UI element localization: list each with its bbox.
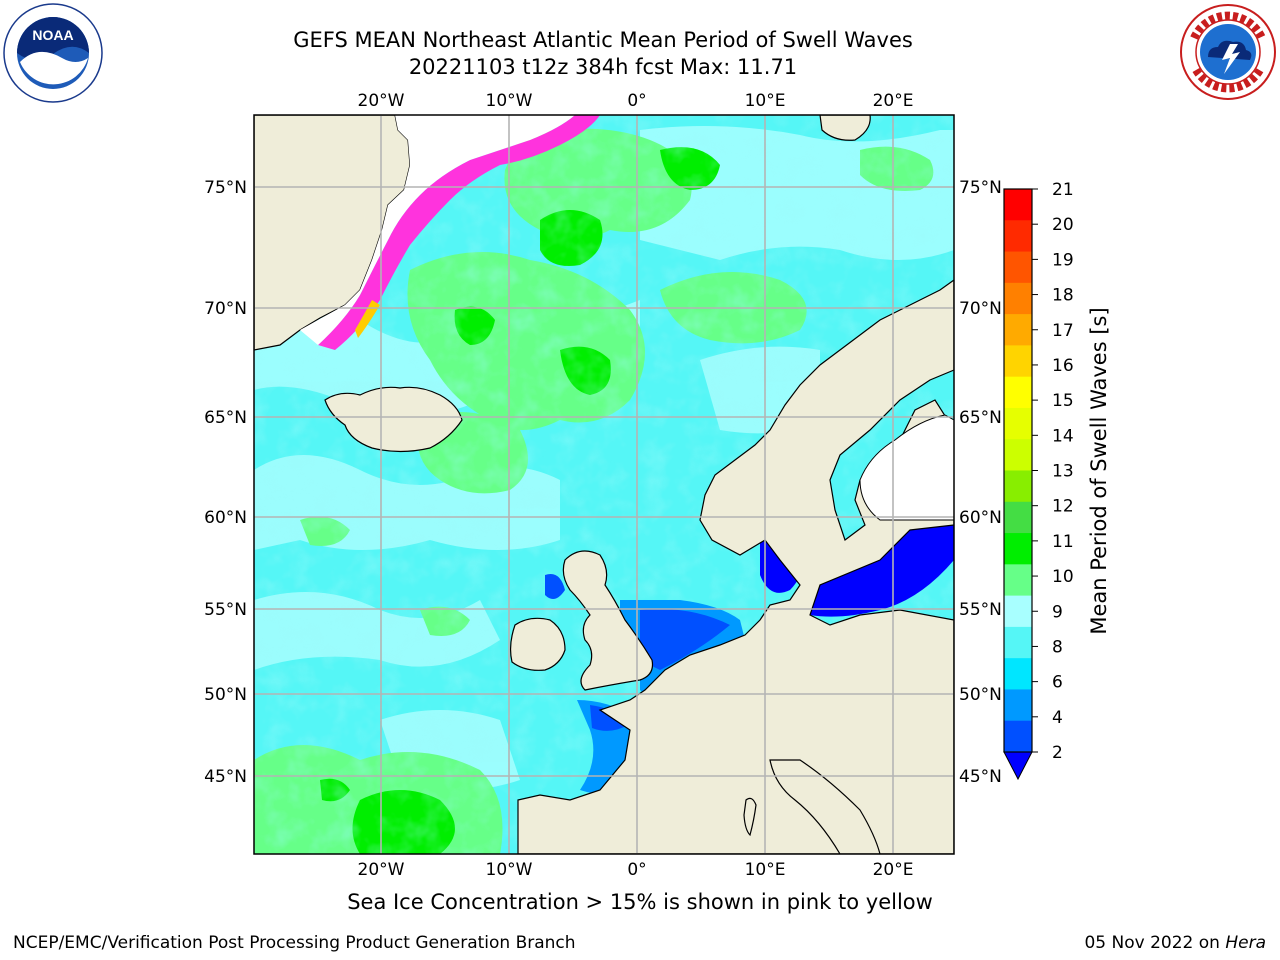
colorbar-tick-label: 14	[1052, 426, 1074, 446]
colorbar-segment	[1004, 501, 1032, 534]
host-name: Hera	[1225, 933, 1266, 953]
colorbar: 21 20 19 18 17 16 15 14 13 12 11 10 9 8 6 4 2	[1003, 180, 1074, 781]
colorbar-tick-label: 10	[1052, 567, 1074, 587]
colorbar-segment	[1004, 314, 1032, 346]
svg-text:NOAA: NOAA	[32, 27, 73, 43]
colorbar-tick-label: 20	[1052, 215, 1074, 235]
colorbar-segment	[1004, 626, 1032, 659]
lat-label: 45°N	[959, 767, 1002, 787]
colorbar-segment	[1004, 658, 1032, 690]
colorbar-tick-label: 6	[1052, 673, 1063, 693]
lat-label: 75°N	[959, 178, 1002, 198]
map-frame	[253, 114, 955, 855]
colorbar-segment	[1004, 564, 1032, 597]
colorbar-tick-label: 9	[1052, 602, 1063, 622]
colorbar-segment	[1004, 189, 1032, 221]
national-weather-service-logo-icon	[1180, 4, 1276, 100]
lat-label: 70°N	[959, 299, 1002, 319]
lon-label: 0°	[627, 860, 646, 880]
colorbar-segment	[1004, 533, 1032, 565]
issue-date: 05 Nov 2022 on Hera	[1084, 933, 1266, 953]
lon-label: 20°E	[873, 860, 914, 880]
lat-label: 60°N	[959, 508, 1002, 528]
colorbar-segment	[1004, 251, 1032, 284]
lon-label: 0°	[627, 91, 646, 111]
colorbar-segment	[1004, 376, 1032, 409]
colorbar-segment	[1004, 470, 1032, 503]
chart-subtitle: 20221103 t12z 384h fcst Max: 11.71	[408, 55, 798, 79]
gulf-of-bothnia	[859, 414, 954, 521]
colorbar-segment	[1004, 439, 1032, 471]
colorbar-tick-label: 12	[1052, 497, 1074, 517]
lat-label: 75°N	[204, 178, 247, 198]
lon-label: 20°W	[358, 860, 405, 880]
colorbar-tick-label: 4	[1052, 708, 1063, 728]
colorbar-tick-label: 17	[1052, 321, 1074, 341]
land	[254, 115, 954, 854]
colorbar-min-extend	[1003, 751, 1033, 781]
lat-label: 50°N	[204, 685, 247, 705]
sea-ice-edge	[300, 115, 600, 350]
colorbar-tick-label: 16	[1052, 356, 1074, 376]
ireland	[509, 617, 566, 671]
credit-text: NCEP/EMC/Verification Post Processing Pr…	[13, 933, 576, 953]
lat-label: 50°N	[959, 685, 1002, 705]
colorbar-segment	[1004, 720, 1032, 753]
chart-title: GEFS MEAN Northeast Atlantic Mean Period…	[293, 28, 913, 52]
svalbard	[819, 115, 871, 141]
colorbar-tick-label: 21	[1052, 180, 1074, 200]
colorbar-segment	[1004, 345, 1032, 378]
map-plot-area	[254, 115, 954, 854]
lon-label: 10°E	[745, 860, 786, 880]
colorbar-label: Mean Period of Swell Waves [s]	[1087, 307, 1111, 634]
noaa-logo-icon: NOAA	[3, 3, 103, 103]
corsica-sardinia	[743, 797, 757, 837]
colorbar-tick-label: 8	[1052, 637, 1063, 657]
colorbar-tick-label: 19	[1052, 250, 1074, 270]
lat-label: 65°N	[959, 408, 1002, 428]
left-latitude-labels: 75°N 70°N 65°N 60°N 55°N 50°N 45°N	[204, 178, 247, 787]
date-text: 05 Nov 2022 on	[1084, 933, 1226, 953]
sea-ice-caption: Sea Ice Concentration > 15% is shown in …	[347, 890, 933, 914]
lat-label: 65°N	[204, 408, 247, 428]
lon-label: 20°E	[873, 91, 914, 111]
lon-label: 10°W	[486, 91, 533, 111]
colorbar-tick-label: 2	[1052, 743, 1063, 763]
iceland	[324, 386, 463, 453]
lon-label: 20°W	[358, 91, 405, 111]
colorbar-tick-label: 11	[1052, 532, 1074, 552]
italy	[769, 759, 881, 854]
great-britain	[562, 550, 654, 691]
bottom-longitude-labels: 20°W 10°W 0° 10°E 20°E	[358, 860, 914, 880]
lat-label: 55°N	[204, 600, 247, 620]
graticule	[254, 115, 954, 854]
right-latitude-labels: 75°N 70°N 65°N 60°N 55°N 50°N 45°N	[959, 178, 1002, 787]
lat-label: 45°N	[204, 767, 247, 787]
lat-label: 55°N	[959, 600, 1002, 620]
lat-label: 70°N	[204, 299, 247, 319]
europe-mainland	[517, 279, 954, 854]
colorbar-segment	[1004, 282, 1032, 315]
colorbar-segment	[1004, 689, 1032, 722]
lon-label: 10°W	[486, 860, 533, 880]
colorbar-tick-label: 15	[1052, 391, 1074, 411]
lon-label: 10°E	[745, 91, 786, 111]
lat-label: 60°N	[204, 508, 247, 528]
colorbar-tick-label: 18	[1052, 286, 1074, 306]
top-longitude-labels: 20°W 10°W 0° 10°E 20°E	[358, 91, 914, 111]
colorbar-segment	[1004, 595, 1032, 628]
colorbar-segment	[1004, 407, 1032, 440]
colorbar-tick-label: 13	[1052, 462, 1074, 482]
colorbar-segment	[1004, 220, 1032, 253]
